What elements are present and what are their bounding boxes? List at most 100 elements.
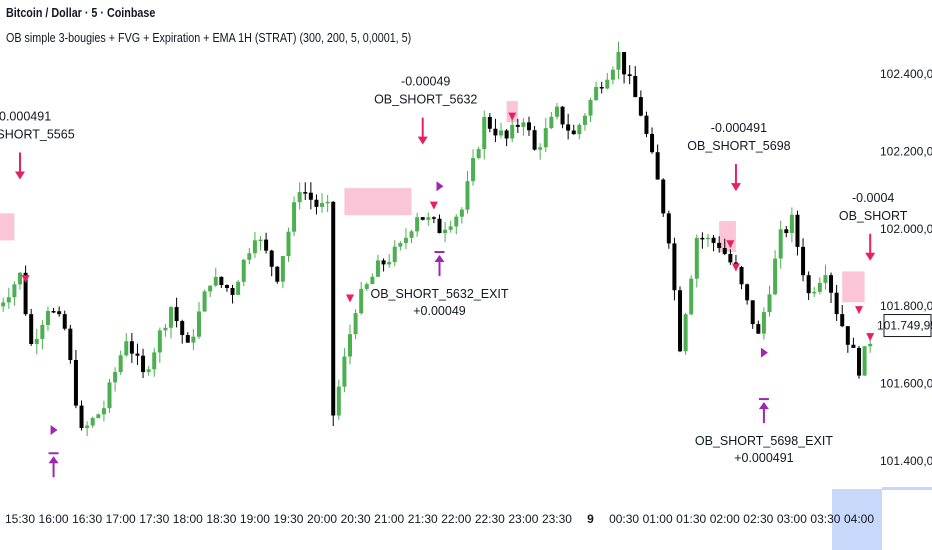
bear-candle [129,341,134,354]
bear-candle [845,326,850,345]
bear-candle [219,276,224,286]
bear-candle [185,335,190,343]
bear-candle [711,237,716,243]
bear-candle [566,124,571,131]
bull-candle [12,284,17,298]
bull-candle [107,382,112,409]
bear-candle [504,130,509,139]
bull-candle [683,314,688,352]
bull-candle [554,106,559,117]
time-tick-label: 19:00 [240,512,270,526]
current-price-label: 101.749,95 [877,319,932,333]
time-tick-label: 17:00 [106,512,136,526]
time-tick-label: 18:30 [206,512,236,526]
bull-candle [398,243,403,247]
bull-candle [297,192,302,203]
bull-candle [705,237,710,240]
bull-candle [426,217,431,220]
bull-candle [40,324,45,339]
bear-candle [487,116,492,129]
bull-candle [594,86,599,101]
bull-candle [761,312,766,334]
bull-candle [191,336,196,343]
bear-candle [840,314,845,327]
bull-candle [280,256,285,282]
bull-candle [90,417,95,426]
bull-candle [862,346,867,376]
bull-candle [465,181,470,210]
bull-candle [252,240,257,254]
bull-candle [348,334,353,357]
symbol-title[interactable]: Bitcoin / Dollar · 5 · Coinbase [6,6,156,20]
bear-candle [571,130,576,135]
bull-candle [241,259,246,282]
bull-candle [157,330,162,353]
bear-candle [622,52,627,75]
bear-candle [644,115,649,134]
trade-name-label: OB_SHORT_5565 [0,127,75,141]
bull-candle [510,124,515,139]
bear-candle [661,179,666,214]
bull-candle [549,116,554,129]
bull-candle [689,278,694,315]
bull-candle [471,158,476,182]
short-entry-arrow-head [15,171,25,180]
strategy-title[interactable]: OB simple 3-bougies + FVG + Expiration +… [6,31,412,45]
bull-candle [85,425,90,428]
bull-candle [577,124,582,135]
bull-candle [403,237,408,244]
time-tick-label: 02:00 [710,512,740,526]
bull-candle [868,343,873,347]
bull-candle [454,216,459,227]
candles-group [1,41,873,437]
time-tick-label: 19:30 [273,512,303,526]
bull-candle [101,408,106,415]
short-signal-marker [346,294,355,303]
bear-candle [532,130,537,150]
exit-signal-marker [760,347,768,358]
short-signal-marker [866,333,875,342]
current-price-label-box [883,314,932,338]
bear-candle [57,311,62,315]
exit-arrow-head [758,402,769,410]
bear-candle [851,344,856,348]
time-tick-label: 23:00 [508,512,538,526]
trade-pnl-label: -0.00049 [401,75,450,89]
bear-candle [728,253,733,263]
bull-candle [789,214,794,233]
trade-name-label: OB_SHORT [839,209,908,223]
bear-candle [806,275,811,294]
bear-candle [526,122,531,131]
bull-candle [694,237,699,279]
bear-candle [672,243,677,291]
trade-name-label: OB_SHORT_5698_EXIT [695,434,833,448]
bull-candle [778,229,783,259]
bear-candle [29,314,34,344]
bear-candle [655,152,660,180]
bull-candle [169,307,174,328]
bear-candle [62,314,67,329]
bull-candle [208,285,213,292]
bear-candle [23,272,28,315]
exit-signal-marker [436,181,444,192]
exit-signal-marker [50,425,58,436]
bull-candle [292,202,297,232]
bull-candle [370,276,375,285]
bull-candle [767,294,772,313]
time-axis-highlight [832,489,882,550]
time-tick-label: 21:00 [374,512,404,526]
bull-candle [616,52,621,70]
bear-candle [795,214,800,247]
bear-candle [784,229,789,233]
time-tick-label: 16:30 [72,512,102,526]
time-tick-label: 23:30 [542,512,572,526]
bear-candle [141,355,146,373]
bear-candle [560,106,565,125]
bear-candle [381,260,386,265]
bear-candle [314,199,319,207]
bull-candle [45,311,50,325]
bull-candle [415,217,420,232]
bull-candle [387,261,392,265]
bear-candle [331,201,336,416]
